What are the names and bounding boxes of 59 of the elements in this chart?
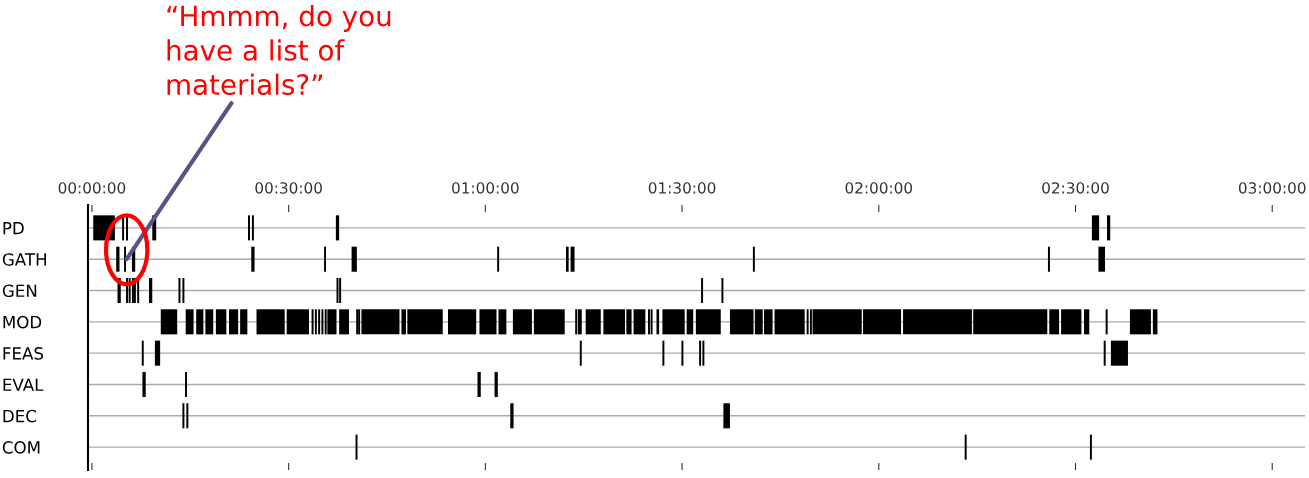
y-tick-label: FEAS xyxy=(3,347,44,360)
bar xyxy=(477,371,481,398)
bar xyxy=(142,371,146,398)
y-tick-label: GEN xyxy=(2,284,37,298)
bar xyxy=(327,309,337,335)
bar xyxy=(570,246,575,272)
bar xyxy=(1091,215,1100,241)
bar xyxy=(251,246,255,272)
bar xyxy=(723,403,730,429)
bar xyxy=(335,215,340,241)
bar xyxy=(533,309,565,335)
y-tick-label: COM xyxy=(2,441,40,454)
bar xyxy=(351,246,357,272)
bar xyxy=(494,371,498,398)
bar xyxy=(633,309,646,335)
bar xyxy=(154,340,161,366)
y-tick-label: DEC xyxy=(3,409,36,423)
bar xyxy=(339,309,349,335)
bar xyxy=(116,246,120,272)
x-tick-label: 00:30:00 xyxy=(255,182,322,194)
bar xyxy=(196,309,204,335)
bar xyxy=(1098,246,1106,272)
bar xyxy=(185,309,194,335)
annotation: “Hmmm, do you have a list of materials?” xyxy=(167,5,391,96)
bar xyxy=(695,309,721,335)
bar xyxy=(1049,309,1060,335)
y-tick-label: MOD xyxy=(3,315,42,329)
x-tick-label: 00:00:00 xyxy=(58,182,126,194)
bar xyxy=(240,309,248,335)
bar xyxy=(205,309,214,335)
bar xyxy=(228,309,239,335)
bar xyxy=(1061,309,1082,335)
y-tick-label: EVAL xyxy=(3,378,44,391)
bar xyxy=(1084,309,1090,335)
bar xyxy=(577,309,582,335)
x-tick-label: 02:30:00 xyxy=(1042,182,1109,194)
bar xyxy=(286,309,309,335)
x-tick-label: 01:00:00 xyxy=(452,182,519,194)
bar xyxy=(148,277,153,304)
bar xyxy=(512,309,532,335)
bar xyxy=(1106,215,1111,241)
y-tick-label: PD xyxy=(3,222,24,235)
bar xyxy=(1129,309,1151,335)
bar xyxy=(585,309,601,335)
bar xyxy=(566,246,569,272)
x-tick-label: 02:00:00 xyxy=(845,182,913,194)
bar xyxy=(774,309,805,335)
bar xyxy=(256,309,285,335)
bar xyxy=(686,309,694,335)
bar xyxy=(1110,340,1128,366)
bar xyxy=(160,309,178,335)
bar xyxy=(662,309,685,335)
x-tick-label: 03:00:00 xyxy=(1238,182,1306,194)
bar xyxy=(447,309,477,335)
bar xyxy=(215,309,227,335)
y-tick-label: GATH xyxy=(2,253,46,266)
bar xyxy=(361,309,400,335)
bar xyxy=(510,403,514,429)
x-tick-label: 01:30:00 xyxy=(648,182,716,194)
